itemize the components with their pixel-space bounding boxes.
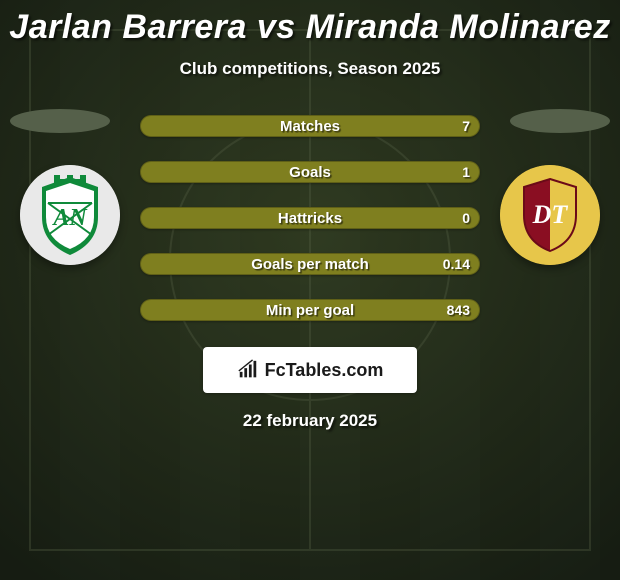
stat-label: Matches	[280, 118, 340, 135]
stat-rows: Matches 7 Goals 1 Hattricks 0 Goals per match 0…	[140, 115, 480, 321]
crest-atletico-nacional: AN	[20, 165, 120, 265]
stat-label: Min per goal	[266, 302, 354, 319]
stat-label: Hattricks	[278, 210, 342, 227]
stat-label: Goals	[289, 164, 331, 181]
date-text: 22 february 2025	[243, 411, 377, 431]
versus-title: Jarlan Barrera vs Miranda Molinarez	[9, 8, 610, 47]
svg-text:DT: DT	[532, 200, 569, 229]
brand-box: FcTables.com	[203, 347, 417, 393]
bar-chart-icon	[237, 359, 259, 381]
stat-row: Matches 7	[140, 115, 480, 137]
stat-row: Hattricks 0	[140, 207, 480, 229]
stat-label: Goals per match	[251, 256, 369, 273]
stat-row: Min per goal 843	[140, 299, 480, 321]
stat-value-right: 7	[462, 118, 470, 134]
stat-value-right: 0.14	[443, 256, 470, 272]
crest-left-svg: AN	[20, 165, 120, 265]
competition-subtitle: Club competitions, Season 2025	[180, 59, 441, 79]
crest-right-svg: DT	[500, 165, 600, 265]
stat-row: Goals 1	[140, 161, 480, 183]
stat-value-right: 0	[462, 210, 470, 226]
stat-value-right: 1	[462, 164, 470, 180]
crest-shadow-right	[510, 109, 610, 133]
brand-text: FcTables.com	[265, 360, 384, 381]
stat-row: Goals per match 0.14	[140, 253, 480, 275]
svg-text:AN: AN	[51, 205, 88, 231]
crest-shadow-left	[10, 109, 110, 133]
crest-deportes-tolima: DT	[500, 165, 600, 265]
comparison-panel: AN DT Matches 7 Goals 1 Hattricks 0 Goals per …	[0, 115, 620, 321]
stat-value-right: 843	[447, 302, 470, 318]
